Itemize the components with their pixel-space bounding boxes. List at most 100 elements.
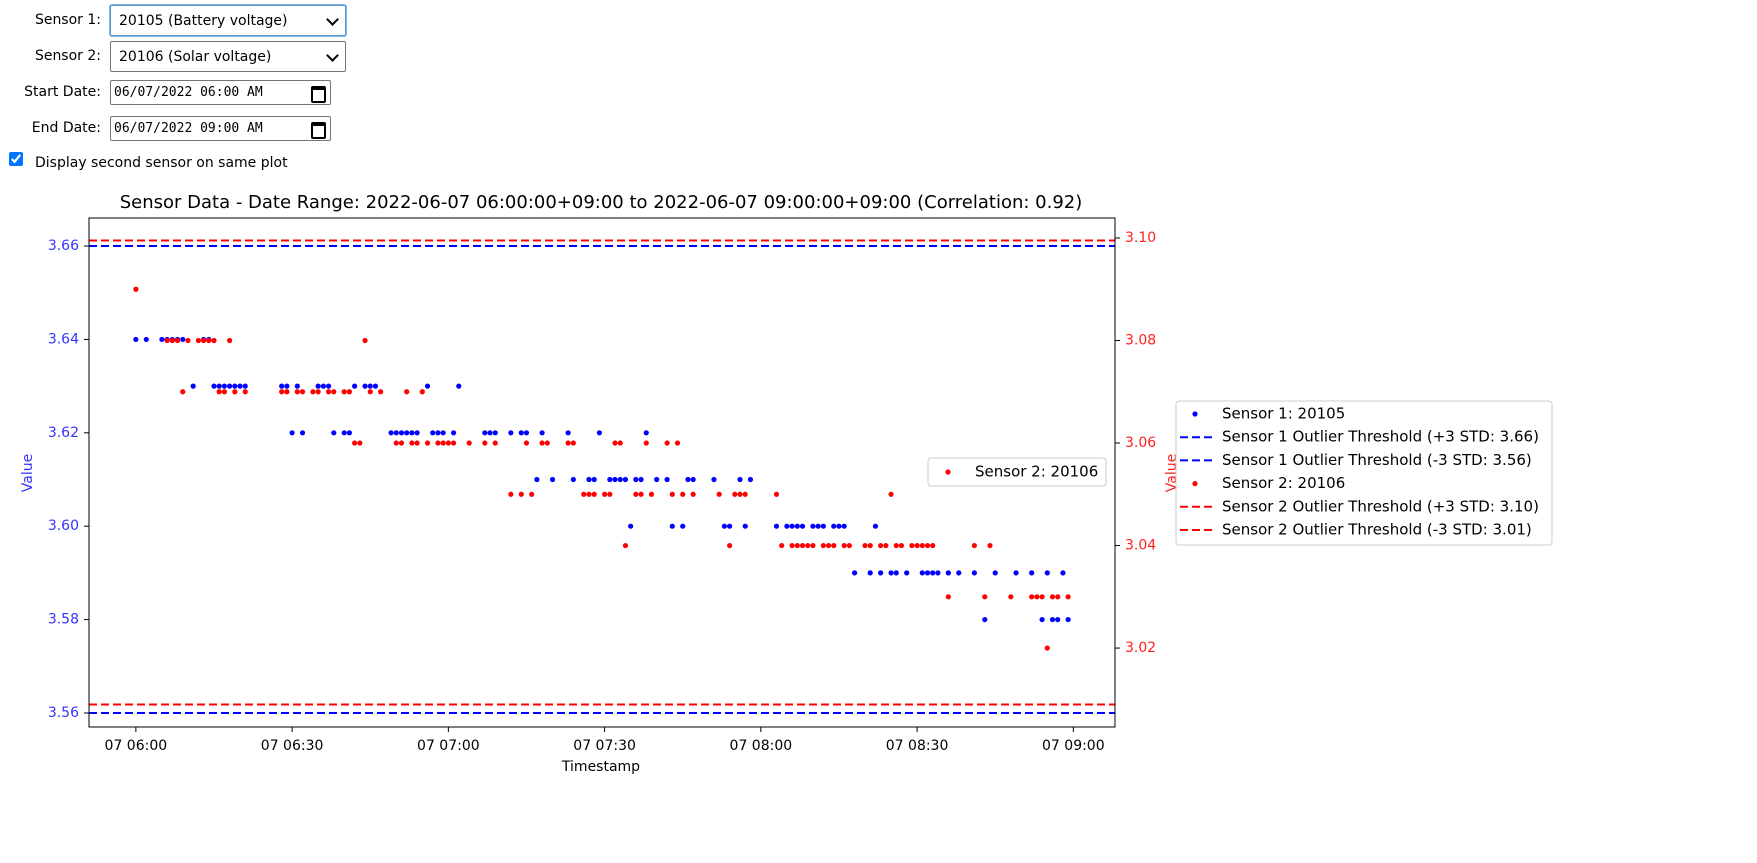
data-point <box>445 440 451 446</box>
data-point <box>669 523 675 529</box>
data-point <box>888 570 894 576</box>
data-point <box>971 542 977 549</box>
data-point <box>664 476 670 483</box>
start-input[interactable]: 06/07/2022 06:00 AM <box>110 80 331 105</box>
data-point <box>638 491 644 497</box>
data-point <box>508 430 514 436</box>
data-point <box>325 383 332 389</box>
data-point <box>779 542 785 549</box>
data-point <box>450 430 457 436</box>
data-point <box>784 523 790 529</box>
data-point <box>435 440 441 446</box>
data-point <box>372 383 379 389</box>
legend-label: Sensor 1 Outlier Threshold (+3 STD: 3.66… <box>1222 428 1539 446</box>
data-point <box>419 389 425 395</box>
data-point <box>799 542 806 549</box>
data-point <box>180 336 186 343</box>
x-tick-label: 07 09:00 <box>1042 738 1105 754</box>
data-point <box>242 389 248 395</box>
start-value: 06/07/2022 06:00 AM <box>114 85 263 100</box>
data-point <box>794 523 800 529</box>
data-point <box>299 430 306 436</box>
data-point <box>549 476 556 483</box>
data-point <box>346 389 353 395</box>
data-point <box>747 476 754 483</box>
data-point <box>367 383 373 389</box>
data-point <box>820 542 826 549</box>
data-point <box>534 476 540 483</box>
data-point <box>945 594 951 600</box>
data-point <box>612 440 618 446</box>
data-point <box>612 476 618 483</box>
legend-label: Sensor 1: 20105 <box>1222 405 1345 423</box>
y2-tick-label: 3.08 <box>1125 333 1156 349</box>
data-point <box>508 491 514 497</box>
data-point <box>919 570 925 576</box>
data-point <box>466 440 472 446</box>
data-point <box>143 336 149 343</box>
sensor2-label: Sensor 2: <box>34 48 101 64</box>
data-point <box>404 430 410 436</box>
data-point <box>617 476 623 483</box>
end-input[interactable]: 06/07/2022 09:00 AM <box>110 116 331 141</box>
data-point <box>315 389 321 395</box>
data-point <box>398 430 405 436</box>
data-point <box>242 383 248 389</box>
data-point <box>841 523 847 529</box>
x-tick-label: 07 06:30 <box>261 738 324 754</box>
legend-box <box>927 457 1107 487</box>
data-point <box>185 337 191 344</box>
data-point <box>799 523 806 529</box>
data-point <box>872 523 879 529</box>
data-point <box>711 476 717 483</box>
data-point <box>409 430 415 436</box>
calendar-icon[interactable] <box>311 86 326 103</box>
sensor1-select[interactable]: 20105 (Battery voltage) <box>110 5 346 36</box>
data-point <box>1065 616 1071 623</box>
sensor2-select[interactable]: 20106 (Solar voltage) <box>110 41 346 72</box>
data-point <box>1055 594 1061 600</box>
data-point <box>523 440 530 446</box>
data-point <box>539 440 545 446</box>
data-point <box>424 383 431 389</box>
data-point <box>169 337 175 344</box>
data-point <box>633 476 639 483</box>
data-point <box>492 440 498 446</box>
data-point <box>195 337 201 344</box>
data-point <box>279 383 285 389</box>
data-point <box>893 542 899 549</box>
x-tick-label: 07 07:30 <box>573 738 636 754</box>
data-point <box>227 383 233 389</box>
data-point <box>529 491 535 497</box>
data-point <box>586 476 592 483</box>
data-point <box>810 523 816 529</box>
data-point <box>565 430 571 436</box>
data-point <box>622 476 629 483</box>
x-tick-label: 07 06:00 <box>105 738 168 754</box>
y2-tick-label: 3.10 <box>1125 230 1156 246</box>
data-point <box>1008 594 1014 600</box>
data-point <box>341 389 347 395</box>
data-point <box>591 491 597 497</box>
data-point <box>232 389 238 395</box>
data-point <box>836 523 842 529</box>
data-point <box>320 383 326 389</box>
start-label: Start Date: <box>24 84 101 100</box>
calendar-icon[interactable] <box>311 122 326 139</box>
legend-label: Sensor 2: 20106 <box>975 463 1098 481</box>
data-point <box>482 430 488 436</box>
same-plot-checkbox[interactable] <box>9 152 23 166</box>
data-point <box>180 389 186 395</box>
data-point <box>492 430 498 436</box>
data-point <box>924 542 931 549</box>
data-point <box>732 491 738 497</box>
end-value: 06/07/2022 09:00 AM <box>114 121 263 136</box>
data-point <box>810 542 816 549</box>
data-point <box>362 383 368 389</box>
data-point <box>982 616 988 623</box>
data-point <box>935 570 941 576</box>
data-point <box>539 430 545 436</box>
data-point <box>628 523 634 529</box>
data-point <box>867 542 873 549</box>
data-point <box>352 383 358 389</box>
